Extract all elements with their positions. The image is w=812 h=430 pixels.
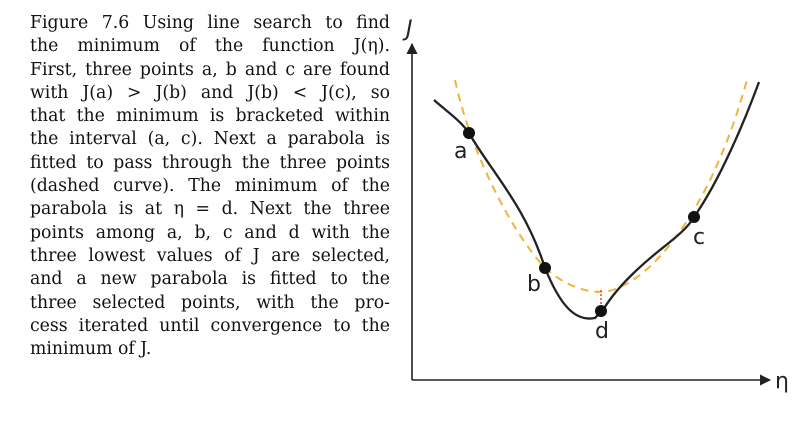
point-label-c: c	[693, 225, 705, 250]
caption-line: fitted to pass through the three points	[30, 152, 390, 173]
caption-line: cess iterated until convergence to the	[30, 315, 390, 336]
caption-line: with J(a) > J(b) and J(b) < J(c), so	[30, 82, 390, 103]
point-label-a: a	[454, 139, 467, 164]
caption-line: (dashed curve). The minimum of the	[30, 176, 390, 197]
caption-line: First, three points a, b and c are found	[30, 59, 390, 80]
line-search-diagram: J η a b c d	[402, 17, 789, 394]
caption-line: the interval (a, c). Next a parabola is	[30, 129, 390, 150]
caption-line: the minimum of the function J(η).	[30, 36, 390, 57]
caption-line: and a new parabola is fitted to the	[30, 269, 390, 290]
caption-line: three lowest values of J are selected,	[30, 245, 390, 266]
function-curve	[433, 81, 761, 320]
point-c	[688, 211, 700, 223]
caption-line: minimum of J.	[30, 339, 152, 360]
caption-line: points among a, b, c and d with the	[30, 222, 390, 243]
x-axis-label: η	[775, 369, 789, 394]
fitted-parabola	[454, 75, 749, 293]
point-label-d: d	[595, 319, 609, 344]
point-a	[463, 127, 475, 139]
caption-line: that the minimum is bracketed within	[30, 106, 390, 127]
caption-line: parabola is at η = d. Next the three	[30, 199, 390, 220]
point-label-b: b	[527, 272, 541, 297]
figure-caption: Figure 7.6 Using line search to find the…	[30, 12, 390, 361]
caption-line: three selected points, with the pro-	[30, 292, 390, 313]
caption-line: Figure 7.6 Using line search to find	[30, 13, 390, 33]
point-d	[595, 305, 607, 317]
y-axis-label: J	[402, 17, 413, 42]
point-b	[539, 262, 551, 274]
